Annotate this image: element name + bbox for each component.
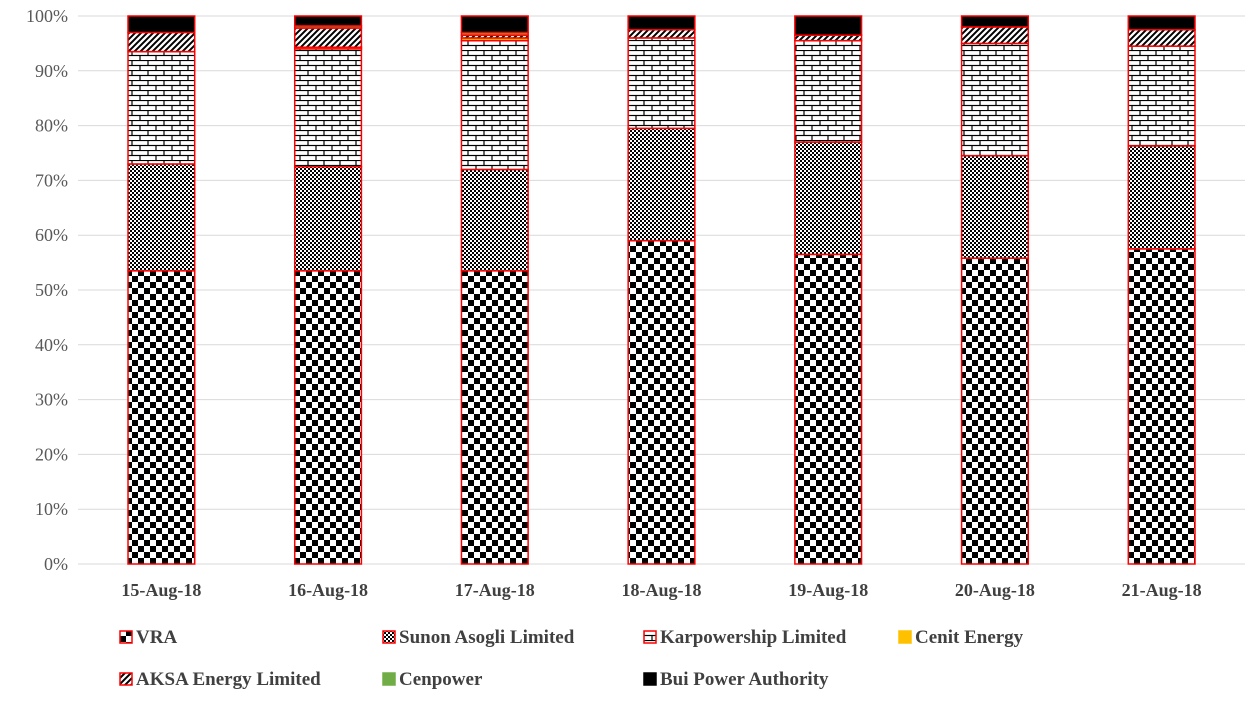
bar-segment	[960, 257, 1030, 565]
y-tick-label: 10%	[35, 499, 68, 519]
y-tick-label: 20%	[35, 444, 68, 464]
legend-swatch	[643, 630, 657, 644]
y-tick-label: 30%	[35, 390, 68, 410]
bar-segment	[1127, 28, 1196, 47]
legend-label: Karpowership Limited	[660, 627, 847, 648]
x-tick-label: 16-Aug-18	[288, 580, 368, 600]
y-tick-label: 100%	[26, 6, 68, 26]
legend-item: VRA	[119, 627, 177, 648]
bar-segment	[293, 27, 363, 48]
x-tick-label: 19-Aug-18	[788, 580, 868, 600]
bar-segment	[1127, 15, 1196, 31]
y-tick-label: 90%	[35, 61, 68, 81]
legend-swatch	[119, 630, 133, 644]
bar-stack	[627, 15, 696, 565]
legend-swatch	[382, 630, 396, 644]
bar-segment	[794, 141, 863, 256]
legend-label: AKSA Energy Limited	[136, 669, 321, 690]
bar-segment	[460, 270, 529, 565]
bar-segment	[293, 48, 363, 168]
bar-stack	[460, 15, 529, 565]
bar-segment	[960, 154, 1030, 259]
legend: VRA Sunon Asogli Limited Karpowership Limi…	[119, 627, 1024, 690]
bar-segment	[460, 39, 529, 171]
y-tick-label: 40%	[35, 335, 68, 355]
legend-label: Cenit Energy	[915, 627, 1024, 648]
bar-segment	[127, 15, 196, 34]
y-tick-label: 0%	[44, 554, 68, 574]
legend-label: Bui Power Authority	[660, 669, 829, 690]
legend-swatch	[643, 672, 657, 686]
x-tick-label: 17-Aug-18	[455, 580, 535, 600]
bar-segment	[794, 15, 863, 36]
bar-segment	[460, 15, 529, 34]
bar-segment	[627, 127, 696, 242]
bar-segment	[794, 253, 863, 565]
bar-segment	[1127, 145, 1196, 250]
x-tick-label: 21-Aug-18	[1122, 580, 1202, 600]
legend-item: Cenpower	[382, 669, 483, 690]
bars	[127, 15, 1196, 565]
bar-segment	[960, 15, 1030, 28]
bar-segment	[293, 165, 363, 272]
x-axis: 15-Aug-18 16-Aug-18 17-Aug-18 18-Aug-18 19-A…	[121, 580, 1201, 600]
bar-segment	[627, 239, 696, 565]
bar-segment	[960, 26, 1030, 45]
legend-item: Sunon Asogli Limited	[382, 627, 575, 648]
bar-segment	[627, 37, 696, 130]
bar-segment	[627, 28, 696, 39]
bar-segment	[293, 15, 363, 27]
bar-stack	[293, 15, 363, 565]
bar-segment	[960, 42, 1030, 157]
bar-segment	[627, 15, 696, 31]
y-tick-label: 60%	[35, 225, 68, 245]
legend-label: Cenpower	[399, 669, 483, 690]
bar-segment	[127, 270, 196, 565]
legend-label: VRA	[136, 627, 177, 648]
legend-item: Karpowership Limited	[643, 627, 847, 648]
bar-segment	[127, 50, 196, 165]
legend-swatch	[898, 630, 912, 644]
bar-segment	[127, 163, 196, 272]
x-tick-label: 15-Aug-18	[121, 580, 201, 600]
bar-segment	[1127, 45, 1196, 147]
y-axis: 0% 10% 20% 30% 40% 50% 60% 70% 80% 90% 100%	[26, 6, 68, 574]
y-tick-label: 70%	[35, 170, 68, 190]
bar-stack	[1127, 15, 1196, 565]
bar-stack	[960, 15, 1030, 565]
legend-label: Sunon Asogli Limited	[399, 627, 575, 648]
x-tick-label: 18-Aug-18	[622, 580, 702, 600]
bar-segment	[460, 168, 529, 272]
x-tick-label: 20-Aug-18	[955, 580, 1035, 600]
bar-segment	[794, 39, 863, 143]
legend-swatch	[119, 672, 133, 686]
y-tick-label: 80%	[35, 116, 68, 136]
legend-item: AKSA Energy Limited	[119, 669, 321, 690]
bar-stack	[127, 15, 196, 565]
bar-stack	[794, 15, 863, 565]
bar-segment	[1127, 248, 1196, 565]
y-tick-label: 50%	[35, 280, 68, 300]
legend-item: Bui Power Authority	[643, 669, 829, 690]
legend-item: Cenit Energy	[898, 627, 1024, 648]
bar-segment	[794, 34, 863, 42]
bar-segment	[293, 270, 363, 565]
legend-swatch	[382, 672, 396, 686]
bar-segment	[127, 31, 196, 53]
